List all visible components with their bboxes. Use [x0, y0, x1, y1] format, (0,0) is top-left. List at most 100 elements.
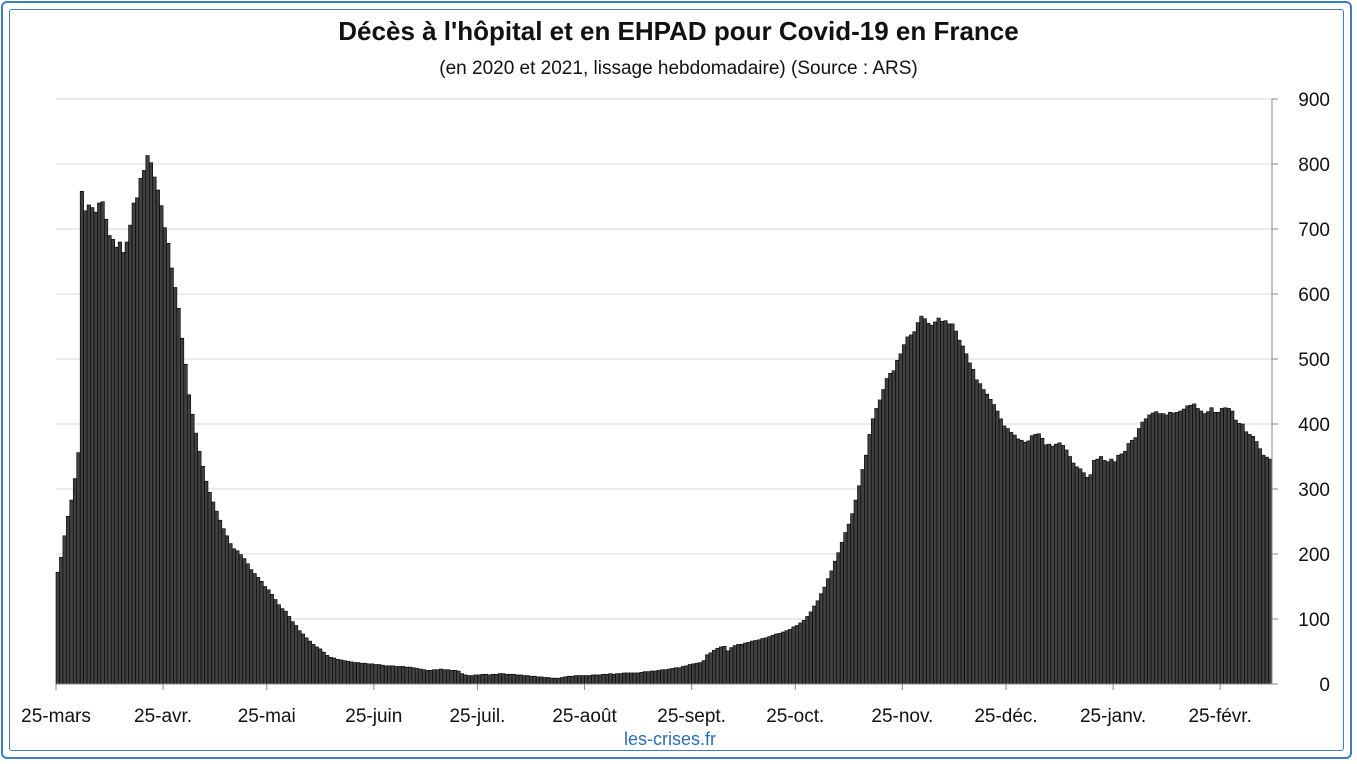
bar [1002, 425, 1007, 685]
x-tick-label: 25-nov. [871, 706, 933, 727]
bar [325, 655, 330, 685]
bar [1071, 462, 1076, 685]
bar [138, 178, 143, 685]
bar [1133, 437, 1138, 685]
x-tick-label: 25-mars [21, 706, 91, 727]
bar [646, 671, 651, 685]
bar [580, 675, 585, 685]
bar [1230, 410, 1235, 685]
bar [1254, 441, 1259, 685]
chart-frame-inner [9, 9, 1344, 751]
bar [1264, 456, 1269, 685]
bar [487, 674, 492, 685]
bar [642, 671, 648, 685]
bar [1109, 458, 1114, 685]
bar [145, 155, 150, 685]
bar [148, 162, 154, 685]
bar [311, 644, 316, 685]
x-tick-label: 25-déc. [974, 706, 1037, 727]
bar [725, 650, 730, 685]
bar [995, 410, 1000, 685]
bar [902, 344, 907, 685]
bar [829, 570, 834, 685]
y-tick-label: 400 [1298, 415, 1330, 436]
bar [701, 660, 706, 685]
bar [428, 670, 433, 685]
bar [615, 673, 620, 685]
bar [877, 399, 882, 685]
bar [287, 616, 292, 685]
bar [774, 633, 779, 685]
bar [55, 571, 60, 685]
bar [349, 661, 354, 685]
bar [1102, 460, 1107, 685]
bar [753, 640, 758, 685]
bar [684, 665, 689, 685]
bar [950, 323, 955, 685]
bar [808, 611, 813, 685]
bar [908, 334, 914, 685]
bar [497, 673, 502, 685]
bar [224, 535, 230, 685]
bar [83, 210, 88, 685]
bar [591, 674, 596, 685]
bar [750, 640, 755, 685]
bar [653, 670, 658, 685]
bar [912, 331, 917, 685]
bar [110, 239, 116, 685]
chart-title: Décès à l'hôpital et en EHPAD pour Covid… [338, 16, 1019, 46]
bar [190, 413, 195, 685]
bar [922, 318, 927, 685]
bar [273, 599, 278, 685]
bar [72, 478, 78, 685]
bar [781, 631, 786, 685]
bar [259, 580, 264, 685]
bar [446, 669, 451, 685]
bar [276, 604, 281, 685]
bar [155, 189, 160, 685]
bar [1012, 434, 1017, 685]
bar [249, 569, 254, 685]
bar [743, 642, 748, 685]
bar [1126, 443, 1131, 685]
bar [722, 645, 727, 685]
axes [55, 98, 1278, 690]
bar [539, 676, 544, 685]
bar [401, 666, 406, 685]
bar [480, 673, 485, 685]
bar [888, 372, 893, 685]
bar [1247, 434, 1252, 685]
bar [1168, 411, 1173, 685]
bar [984, 393, 990, 685]
bar [784, 630, 789, 685]
bar [463, 674, 468, 685]
bar [411, 667, 416, 685]
bar [1095, 458, 1100, 685]
bar [843, 532, 848, 685]
bar [314, 646, 319, 685]
bar [162, 227, 167, 685]
bar [667, 668, 672, 685]
bar [532, 675, 537, 685]
bar [1119, 453, 1124, 685]
bar [836, 552, 841, 685]
bar [470, 675, 475, 685]
bar [649, 670, 654, 685]
bar [1150, 412, 1155, 685]
bar [1043, 444, 1048, 685]
bar [242, 558, 247, 685]
bar [819, 593, 824, 685]
bar [214, 510, 219, 685]
bar [715, 647, 720, 685]
bar [494, 673, 499, 685]
bar [895, 359, 900, 685]
bar [594, 674, 599, 685]
y-tick-label: 100 [1298, 610, 1330, 631]
bar [1026, 440, 1031, 685]
bar [1074, 466, 1079, 685]
bar [1226, 408, 1231, 685]
bar [905, 336, 910, 685]
bar [62, 535, 67, 685]
bar [1085, 476, 1090, 685]
bar [459, 673, 464, 685]
